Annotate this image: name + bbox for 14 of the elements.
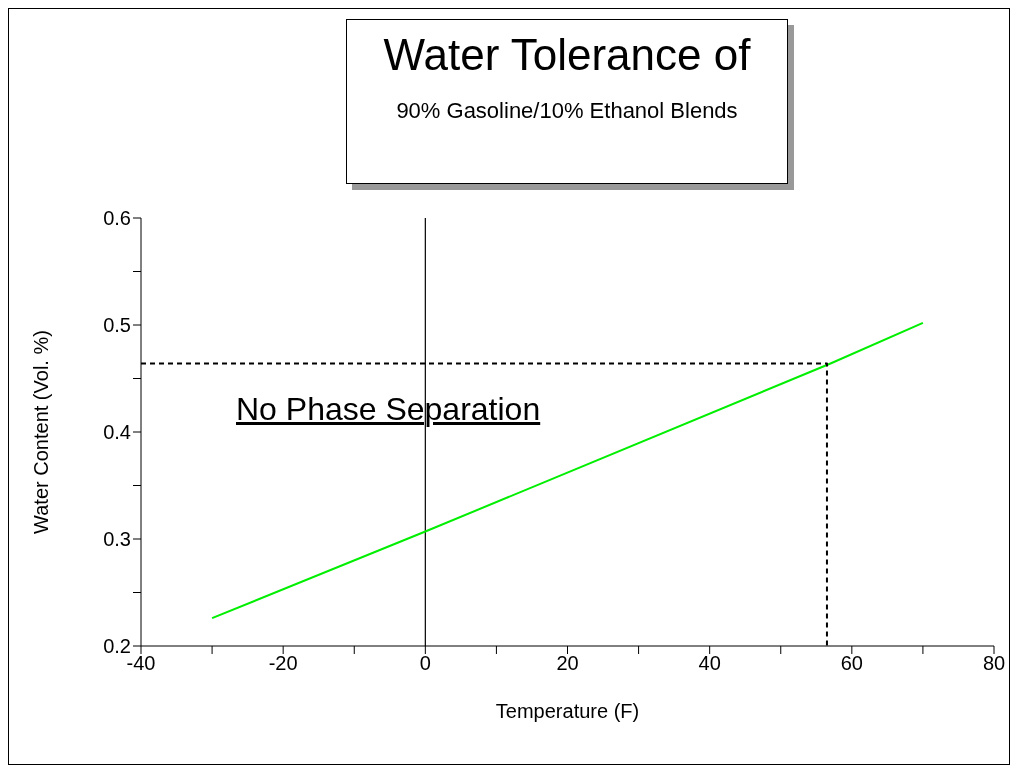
y-tick-label: 0.6	[103, 207, 131, 230]
chart-title: Water Tolerance of	[382, 30, 752, 80]
y-tick-label: 0.5	[103, 314, 131, 337]
x-tick-label: 40	[698, 652, 721, 675]
x-tick-label: -20	[268, 652, 298, 675]
x-tick-label: 0	[419, 652, 431, 675]
x-tick-label: 60	[840, 652, 863, 675]
y-tick-label: 0.3	[103, 528, 131, 551]
x-axis-title: Temperature (F)	[495, 700, 640, 722]
y-axis-title: Water Content (Vol. %)	[30, 330, 53, 534]
x-tick-label: 20	[556, 652, 579, 675]
chart-subtitle: 90% Gasoline/10% Ethanol Blends	[395, 98, 739, 124]
y-tick-label: 0.4	[103, 421, 131, 444]
x-tick-label: 80	[982, 652, 1006, 675]
